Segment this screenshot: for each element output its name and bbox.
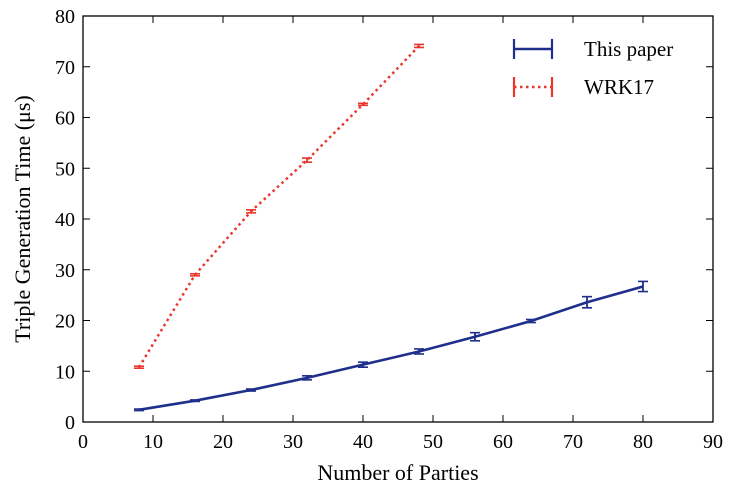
error-bar (582, 295, 592, 309)
error-bar (302, 157, 312, 163)
y-axis-label: Triple Generation Time (μs) (10, 95, 35, 342)
x-tick-label: 40 (353, 431, 373, 453)
x-tick-label: 0 (78, 431, 88, 453)
error-bar (358, 361, 368, 368)
legend: This paper WRK17 (512, 37, 673, 99)
y-tick-label: 20 (55, 311, 75, 333)
x-tick-label: 50 (423, 431, 443, 453)
error-bar (134, 365, 144, 370)
x-tick-label: 80 (633, 431, 653, 453)
series-line (138, 285, 644, 412)
error-bar (470, 331, 480, 342)
x-tick-label: 90 (703, 431, 723, 453)
error-bar (414, 348, 424, 355)
series-line (137, 45, 420, 368)
legend-item: This paper (512, 37, 673, 61)
x-tick-label: 30 (283, 431, 303, 453)
series-wrk17 (134, 43, 424, 370)
legend-label: This paper (584, 37, 673, 61)
y-tick-label: 40 (55, 209, 75, 231)
x-tick-label: 20 (213, 431, 233, 453)
plot-area (82, 15, 714, 423)
axis-ticks: 0 10 20 30 40 50 60 70 80 90 0 10 20 30 40 50 60 70 80 (55, 6, 723, 453)
error-bar (190, 273, 200, 277)
x-tick-label: 60 (493, 431, 513, 453)
x-tick-label: 10 (143, 431, 163, 453)
error-bar (246, 388, 256, 392)
error-bar (638, 280, 648, 293)
error-bar (526, 318, 536, 324)
y-tick-label: 60 (55, 108, 75, 130)
error-bar (302, 375, 312, 381)
legend-item: WRK17 (512, 75, 654, 99)
legend-label: WRK17 (584, 75, 654, 99)
x-axis-label: Number of Parties (317, 460, 478, 485)
error-bar (190, 399, 200, 403)
y-tick-label: 70 (55, 57, 75, 79)
y-tick-label: 50 (55, 158, 75, 180)
error-bar (246, 209, 256, 214)
error-bar (358, 102, 368, 107)
x-tick-label: 70 (563, 431, 583, 453)
y-tick-label: 10 (55, 361, 75, 383)
y-tick-label: 0 (65, 412, 75, 434)
series-this-paper (134, 280, 648, 412)
y-tick-label: 80 (55, 6, 75, 28)
y-tick-label: 30 (55, 260, 75, 282)
error-bar (414, 43, 424, 49)
error-bar (134, 408, 144, 412)
